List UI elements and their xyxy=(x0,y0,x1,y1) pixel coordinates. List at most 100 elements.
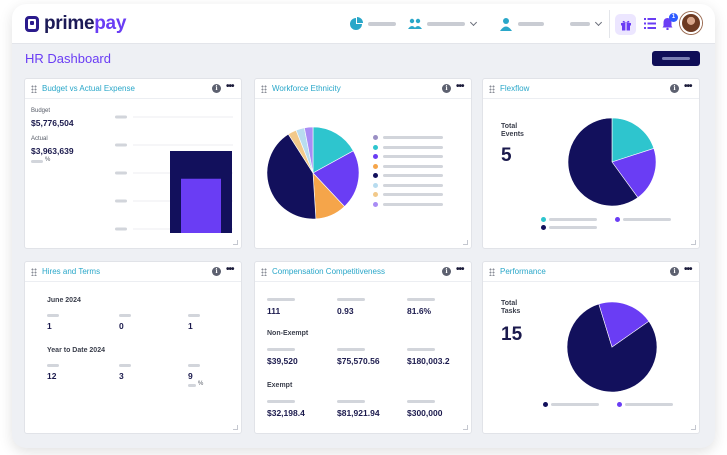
logo-pay: pay xyxy=(94,13,127,34)
resize-handle-icon[interactable] xyxy=(691,425,696,430)
more-menu-icon[interactable]: ••• xyxy=(226,264,234,275)
comp-value: 0.93 xyxy=(337,306,354,316)
resize-handle-icon[interactable] xyxy=(463,425,468,430)
section-label-exempt: Exempt xyxy=(267,382,293,389)
non-exempt-value: $39,520 xyxy=(267,356,298,366)
ethnicity-slice-1[interactable] xyxy=(312,150,360,207)
top-bar: primepay 1 xyxy=(12,4,715,44)
list-icon[interactable] xyxy=(644,18,656,29)
flexflow-slice-0[interactable] xyxy=(611,117,655,163)
info-icon[interactable]: i xyxy=(212,84,221,93)
legend-label-placeholder xyxy=(383,193,443,196)
exempt-value: $300,000 xyxy=(407,408,443,418)
comp-value: 81.6% xyxy=(407,306,432,316)
nav-label-placeholder xyxy=(368,22,396,26)
card-title: Performance xyxy=(500,267,546,276)
axis-tick-placeholder xyxy=(115,227,127,231)
metric-label-placeholder xyxy=(119,364,131,367)
drag-handle-icon[interactable] xyxy=(31,268,37,276)
logo-prime: prime xyxy=(44,13,95,34)
axis-tick-placeholder xyxy=(115,199,127,203)
drag-handle-icon[interactable] xyxy=(31,85,37,93)
drag-handle-icon[interactable] xyxy=(261,268,267,276)
more-menu-icon[interactable]: ••• xyxy=(684,264,692,275)
flexflow-slice-1[interactable] xyxy=(611,148,657,199)
nav-item-reports[interactable] xyxy=(349,16,396,32)
company-selector[interactable] xyxy=(570,16,603,32)
period-label-june: June 2024 xyxy=(47,297,81,304)
legend-swatch xyxy=(373,163,378,169)
axis-tick-placeholder xyxy=(115,171,127,175)
info-icon[interactable]: i xyxy=(442,267,451,276)
june-turnover-value: 1 xyxy=(188,321,193,331)
resize-handle-icon[interactable] xyxy=(463,240,468,245)
resize-handle-icon[interactable] xyxy=(233,240,238,245)
drag-handle-icon[interactable] xyxy=(489,85,495,93)
legend-label-placeholder xyxy=(625,403,673,406)
actual-value: $3,963,639 xyxy=(31,146,74,156)
ethnicity-slice-6[interactable] xyxy=(304,126,314,174)
ethnicity-slice-0[interactable] xyxy=(312,126,354,174)
metric-label-placeholder xyxy=(407,348,435,351)
chart-bars xyxy=(170,151,232,233)
primepay-logo[interactable]: primepay xyxy=(25,14,126,34)
nav-item-profile[interactable] xyxy=(499,16,544,32)
flexflow-slice-2[interactable] xyxy=(567,117,639,207)
more-menu-icon[interactable]: ••• xyxy=(684,81,692,92)
more-menu-icon[interactable]: ••• xyxy=(226,81,234,92)
section-label-non-exempt: Non-Exempt xyxy=(267,330,309,337)
drag-handle-icon[interactable] xyxy=(261,85,267,93)
legend-label-placeholder xyxy=(551,403,599,406)
metric-label-placeholder xyxy=(337,298,365,301)
card-title: Hires and Terms xyxy=(42,267,101,276)
legend-item[interactable] xyxy=(373,144,468,151)
legend-item[interactable] xyxy=(373,163,468,170)
period-label-ytd: Year to Date 2024 xyxy=(47,347,105,354)
exempt-value: $81,921.94 xyxy=(337,408,380,418)
comp-value: 111 xyxy=(267,306,281,316)
performance-slice-0[interactable] xyxy=(566,303,658,393)
legend-item[interactable] xyxy=(373,192,468,198)
legend-label-placeholder xyxy=(549,218,597,221)
legend-swatch xyxy=(373,135,378,140)
resize-handle-icon[interactable] xyxy=(233,425,238,430)
legend-swatch xyxy=(541,217,546,222)
ytd-turnover-value: 9 xyxy=(188,371,193,381)
info-icon[interactable]: i xyxy=(442,84,451,93)
user-icon xyxy=(500,18,512,31)
more-menu-icon[interactable]: ••• xyxy=(456,81,464,92)
ethnicity-slice-3[interactable] xyxy=(266,133,317,220)
legend-label-placeholder xyxy=(383,145,443,149)
more-menu-icon[interactable]: ••• xyxy=(456,264,464,275)
resize-handle-icon[interactable] xyxy=(691,240,696,245)
nav-item-team[interactable] xyxy=(408,16,478,32)
user-avatar[interactable] xyxy=(680,12,702,34)
info-icon[interactable]: i xyxy=(670,84,679,93)
legend-label-placeholder xyxy=(383,202,443,206)
legend-item[interactable] xyxy=(373,154,468,160)
drag-handle-icon[interactable] xyxy=(489,268,495,276)
legend-label-placeholder xyxy=(383,183,443,187)
legend-item[interactable] xyxy=(373,201,468,208)
legend-swatch xyxy=(617,402,622,407)
gift-button[interactable] xyxy=(615,14,636,35)
metric-label-placeholder xyxy=(119,314,131,317)
card-header: Hires and Terms i ••• xyxy=(25,262,241,282)
nav-label-placeholder xyxy=(427,22,465,26)
card-hires-and-terms: Hires and Terms i ••• June 2024 1 0 1 Ye… xyxy=(24,261,242,434)
performance-slice-1[interactable] xyxy=(598,301,650,348)
legend-item[interactable] xyxy=(373,173,468,179)
metric-label-placeholder xyxy=(267,348,295,351)
info-icon[interactable]: i xyxy=(212,267,221,276)
legend-swatch xyxy=(543,402,548,407)
header-action-button[interactable] xyxy=(652,51,700,66)
card-title: Workforce Ethnicity xyxy=(272,84,341,93)
info-icon[interactable]: i xyxy=(670,267,679,276)
metric-label-placeholder xyxy=(337,348,365,351)
legend-label-placeholder xyxy=(383,174,443,177)
legend-item[interactable] xyxy=(373,182,468,189)
app-window: primepay 1 HR Dashboard xyxy=(12,4,715,448)
legend-item[interactable] xyxy=(373,135,468,141)
gift-icon xyxy=(620,20,631,30)
card-header: Compensation Competitiveness i ••• xyxy=(255,262,471,282)
